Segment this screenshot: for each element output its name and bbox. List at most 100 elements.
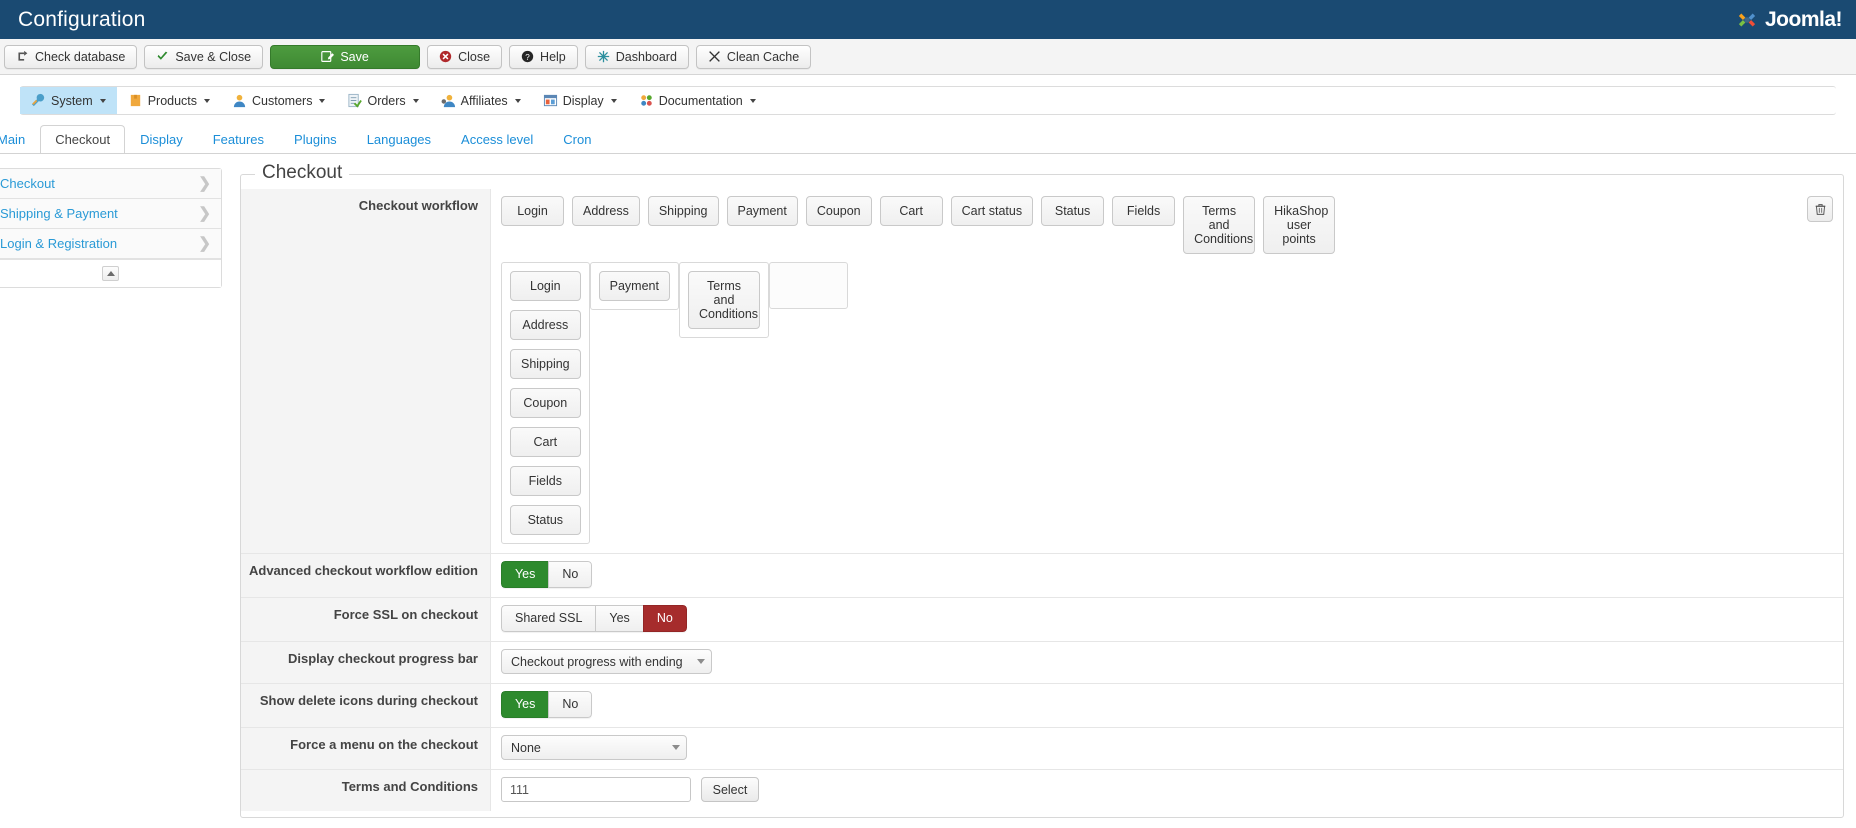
check-database-label: Check database [35, 49, 126, 64]
label-force-ssl: Force SSL on checkout [241, 597, 491, 642]
checkout-fieldset: Checkout Checkout workflow Login Address… [240, 162, 1844, 818]
tab-main-label: Main [0, 132, 26, 147]
workflow-step[interactable]: Login [509, 271, 581, 301]
advanced-edition-yes[interactable]: Yes [500, 561, 549, 588]
value-force-menu: None [490, 728, 1843, 770]
help-label: Help [540, 49, 566, 64]
chevron-down-icon [671, 745, 680, 750]
close-button[interactable]: Close [427, 44, 503, 69]
label-advanced-edition: Advanced checkout workflow edition [241, 553, 491, 598]
workflow-chip[interactable]: Terms and Conditions [1183, 196, 1256, 254]
workflow-chip[interactable]: Shipping [647, 196, 719, 226]
sidebar-item-login-registration[interactable]: Login & Registration ❯ [0, 229, 221, 259]
page-body: Checkout ❯ Shipping & Payment ❯ Login & … [0, 154, 1856, 818]
tab-display[interactable]: Display [125, 125, 198, 153]
force-ssl-shared[interactable]: Shared SSL [500, 605, 596, 632]
check-database-button[interactable]: Check database [4, 44, 138, 69]
joomla-wordmark: Joomla! [1764, 7, 1843, 31]
workflow-step[interactable]: Payment [598, 271, 670, 301]
sidebar-item-shipping-payment[interactable]: Shipping & Payment ❯ [0, 199, 221, 229]
tab-access-level[interactable]: Access level [446, 125, 548, 153]
dashboard-button[interactable]: Dashboard [584, 44, 689, 69]
tab-languages-label: Languages [366, 132, 432, 147]
tab-features[interactable]: Features [198, 125, 279, 153]
sidebar-footer [0, 259, 221, 287]
wrench-icon [31, 93, 45, 107]
menu-item-display[interactable]: Display [532, 87, 628, 114]
menu-item-system[interactable]: System [20, 87, 117, 114]
menu-item-affiliates-label: Affiliates [460, 93, 508, 108]
label-progress-bar: Display checkout progress bar [241, 641, 491, 684]
force-menu-select[interactable]: None [500, 735, 687, 760]
workflow-dropzone: Login Address Shipping Coupon Cart Field… [500, 262, 1833, 544]
save-button[interactable]: Save [270, 44, 421, 69]
database-refresh-icon [18, 50, 28, 61]
collapse-up-icon[interactable] [102, 266, 119, 281]
terms-conditions-input[interactable] [500, 777, 691, 802]
force-ssl-no[interactable]: No [642, 605, 687, 632]
sidebar-item-checkout[interactable]: Checkout ❯ [0, 169, 221, 199]
workflow-step[interactable]: Status [509, 505, 581, 535]
documentation-icon [640, 95, 652, 106]
workflow-column[interactable]: Terms and Conditions [678, 262, 769, 338]
force-ssl-yes[interactable]: Yes [595, 605, 643, 632]
trash-icon[interactable] [1807, 196, 1833, 222]
workflow-step[interactable]: Address [509, 310, 581, 340]
menu-item-customers-label: Customers [252, 93, 313, 108]
force-menu-selected-value: None [510, 740, 541, 755]
help-button[interactable]: ? Help [509, 44, 578, 69]
workflow-step[interactable]: Coupon [509, 388, 581, 418]
menu-item-display-label: Display [562, 93, 604, 108]
workflow-available-row: Login Address Shipping Payment Coupon Ca… [500, 196, 1833, 254]
workflow-chip[interactable]: Status [1041, 196, 1105, 226]
workflow-step[interactable]: Cart [509, 427, 581, 457]
display-window-icon [543, 94, 557, 107]
workflow-chip[interactable]: Address [571, 196, 640, 226]
label-terms-conditions: Terms and Conditions [241, 769, 491, 811]
terms-select-button[interactable]: Select [700, 777, 760, 802]
workflow-column[interactable]: Payment [589, 262, 679, 310]
workflow-chip[interactable]: Coupon [805, 196, 872, 226]
menu-item-documentation[interactable]: Documentation [628, 87, 767, 114]
config-tabs: Main Checkout Display Features Plugins L… [0, 124, 1856, 154]
menu-item-customers[interactable]: Customers [221, 87, 336, 114]
workflow-chip[interactable]: Cart [879, 196, 943, 226]
tab-main[interactable]: Main [0, 125, 40, 153]
label-checkout-workflow: Checkout workflow [241, 189, 491, 554]
save-close-button[interactable]: Save & Close [144, 44, 264, 69]
workflow-step[interactable]: Fields [509, 466, 581, 496]
progress-bar-selected-value: Checkout progress with ending [510, 654, 683, 669]
workflow-step[interactable]: Shipping [509, 349, 581, 379]
tab-cron[interactable]: Cron [548, 125, 606, 153]
tab-languages[interactable]: Languages [352, 125, 446, 153]
workflow-column-empty[interactable] [768, 262, 848, 309]
workflow-chip[interactable]: Payment [726, 196, 798, 226]
workflow-step[interactable]: Terms and Conditions [687, 271, 760, 329]
chevron-down-icon [204, 98, 211, 103]
menu-item-orders[interactable]: Orders [336, 87, 429, 114]
checkout-settings-table: Checkout workflow Login Address Shipping… [241, 189, 1843, 811]
workflow-chip[interactable]: Login [500, 196, 564, 226]
advanced-edition-no[interactable]: No [548, 561, 593, 588]
workflow-column[interactable]: Login Address Shipping Coupon Cart Field… [500, 262, 590, 544]
row-force-ssl: Force SSL on checkout Shared SSL Yes No [241, 597, 1843, 642]
menu-item-products[interactable]: Products [117, 87, 221, 114]
workflow-chip[interactable]: Cart status [950, 196, 1034, 226]
menu-item-documentation-label: Documentation [658, 93, 743, 108]
workflow-chip[interactable]: HikaShop user points [1263, 196, 1336, 254]
chevron-down-icon [610, 98, 617, 103]
menu-item-affiliates[interactable]: Affiliates [430, 87, 532, 114]
tab-plugins[interactable]: Plugins [279, 125, 352, 153]
delete-icons-yes[interactable]: Yes [500, 691, 549, 718]
save-pencil-icon [321, 51, 335, 62]
delete-icons-no[interactable]: No [548, 691, 593, 718]
page-title: Configuration [18, 7, 146, 31]
chevron-down-icon [412, 98, 419, 103]
label-force-menu: Force a menu on the checkout [241, 727, 491, 770]
tab-checkout[interactable]: Checkout [40, 125, 126, 153]
clean-cache-button[interactable]: Clean Cache [695, 44, 812, 69]
chevron-down-icon [696, 659, 705, 664]
workflow-chip[interactable]: Fields [1112, 196, 1176, 226]
app-header: Configuration Joomla! [0, 0, 1856, 39]
progress-bar-select[interactable]: Checkout progress with ending [500, 649, 712, 674]
